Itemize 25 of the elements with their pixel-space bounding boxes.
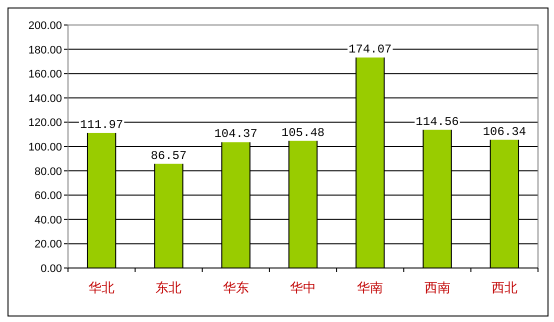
x-tick-label: 华东 bbox=[222, 281, 249, 296]
x-tick-label: 东北 bbox=[156, 281, 182, 296]
y-tick-label: 100.00 bbox=[28, 142, 62, 154]
y-tick-label: 60.00 bbox=[34, 190, 62, 202]
y-tick-label: 180.00 bbox=[28, 44, 62, 56]
x-tick-label: 西南 bbox=[424, 281, 450, 296]
y-tick-label: 140.00 bbox=[28, 92, 62, 105]
y-tick-label: 20.00 bbox=[34, 238, 62, 251]
data-label: 174.07 bbox=[348, 42, 392, 57]
y-tick-label: 120.00 bbox=[28, 117, 62, 130]
x-tick-label: 华南 bbox=[357, 281, 384, 296]
x-tick-label: 华中 bbox=[290, 281, 316, 296]
x-tick-label: 华北 bbox=[88, 281, 115, 296]
x-tick-label: 西北 bbox=[491, 281, 518, 296]
y-tick-label: 160.00 bbox=[28, 68, 62, 81]
data-label: 111.97 bbox=[80, 118, 124, 132]
data-label: 105.48 bbox=[281, 126, 325, 140]
y-tick-label: 0.00 bbox=[40, 263, 62, 275]
y-tick-label: 40.00 bbox=[34, 214, 62, 226]
y-tick-label: 80.00 bbox=[34, 166, 62, 178]
data-label: 104.37 bbox=[214, 127, 258, 142]
data-label: 106.34 bbox=[482, 124, 526, 139]
data-label: 86.57 bbox=[150, 148, 187, 163]
data-label: 114.56 bbox=[416, 114, 459, 129]
y-tick-label: 200.00 bbox=[28, 20, 62, 32]
